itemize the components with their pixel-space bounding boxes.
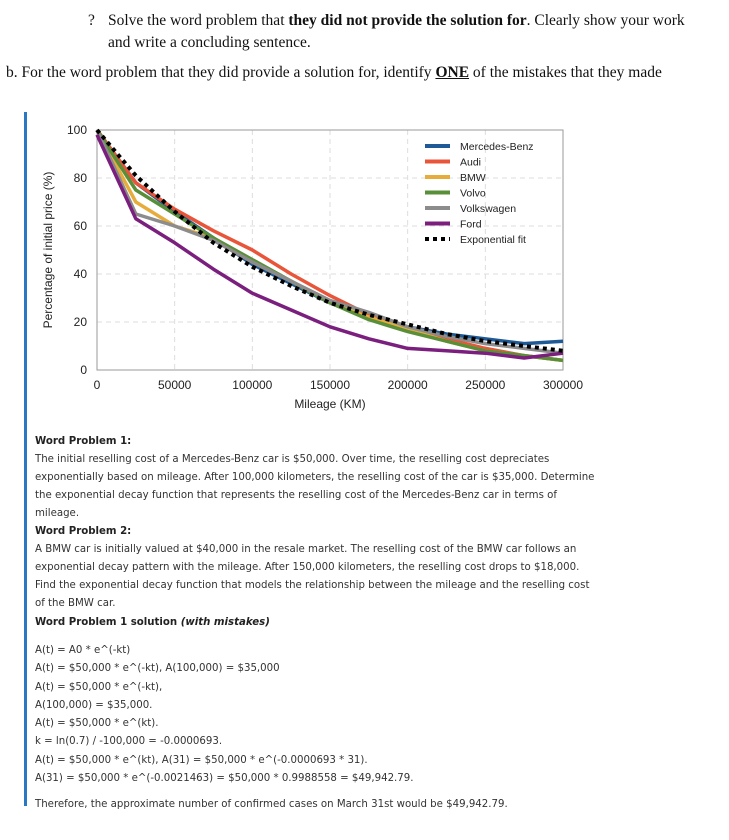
y-tick-label: 100: [67, 123, 87, 137]
legend-label: Volkswagen: [460, 203, 516, 215]
x-tick-label: 150000: [310, 378, 350, 392]
x-tick-label: 200000: [388, 378, 428, 392]
legend-label: Volvo: [460, 188, 486, 200]
wp1-body: The initial reselling cost of a Mercedes…: [35, 454, 595, 519]
depreciation-chart: 0 20 40 60 80 100 0 50000 100000 150000 200000 2500…: [41, 123, 583, 411]
wp2-title: Word Problem 2:: [35, 526, 132, 537]
series-line-volkswagen: [95, 129, 564, 355]
solution: Word Problem 1 solution (with mistakes) …: [35, 614, 595, 815]
x-tick-label: 50000: [158, 378, 192, 392]
solution-line: k = ln(0.7) / -100,000 = -0.0000693.: [35, 736, 223, 748]
solution-line: A(t) = $50,000 * e^(kt), A(31) = $50,000…: [35, 754, 368, 766]
y-tick-label: 80: [74, 171, 88, 185]
y-tick-label: 40: [74, 267, 88, 281]
x-tick-label: 250000: [465, 378, 505, 392]
series-line-audi: [95, 128, 564, 363]
word-problem-2: Word Problem 2: A BMW car is initially v…: [35, 523, 595, 613]
y-tick-label: 60: [74, 219, 88, 233]
quote-bar: [24, 112, 27, 806]
solution-line: A(t) = $50,000 * e^(-kt), A(100,000) = $…: [35, 663, 280, 675]
plot-frame: [96, 129, 564, 371]
solution-line: A(t) = $50,000 * e^(kt).: [35, 718, 159, 730]
solution-line: A(t) = A0 * e^(-kt): [35, 645, 131, 656]
legend-label: BMW: [460, 172, 486, 184]
x-tick-label: 100000: [232, 378, 272, 392]
legend-label: Ford: [460, 219, 482, 231]
instruction-b: b. For the word problem that they did pr…: [6, 64, 662, 81]
y-tick-label: 20: [74, 315, 88, 329]
solution-title: Word Problem 1 solution (with mistakes): [35, 617, 270, 628]
solution-conclusion: Therefore, the approximate number of con…: [35, 799, 508, 811]
x-tick-label: 0: [94, 378, 101, 392]
bullet-marker: ?: [88, 12, 95, 29]
solution-line: A(31) = $50,000 * e^(-0.0021463) = $50,0…: [35, 773, 414, 785]
series-line-exponential-fit: [95, 128, 564, 353]
wp1-title: Word Problem 1:: [35, 436, 132, 447]
y-tick-label: 0: [80, 363, 87, 377]
word-problem-1: Word Problem 1: The initial reselling co…: [35, 433, 595, 523]
x-tick-label: 300000: [543, 378, 583, 392]
legend-label: Audi: [460, 157, 481, 169]
series-line-ford: [95, 134, 564, 360]
legend-label: Exponential fit: [460, 234, 526, 246]
solution-line: A(100,000) = $35,000.: [35, 699, 153, 711]
y-axis-label: Percentage of initial price (%): [41, 172, 55, 329]
solution-line: A(t) = $50,000 * e^(-kt),: [35, 681, 163, 693]
x-axis-label: Mileage (KM): [294, 397, 365, 411]
wp2-body: A BMW car is initially valued at $40,000…: [35, 544, 590, 609]
legend-label: Mercedes-Benz: [460, 141, 534, 153]
instruction-a: Solve the word problem that they did not…: [108, 12, 685, 51]
